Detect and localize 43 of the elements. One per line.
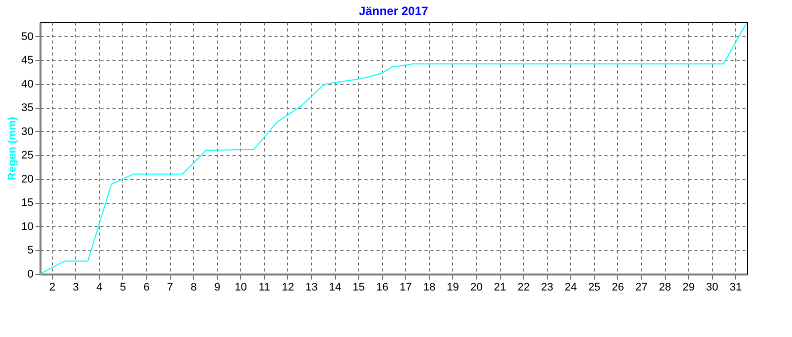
y-tick-label: 30 xyxy=(21,126,34,138)
x-tick-label: 22 xyxy=(517,282,530,294)
x-tick-label: 13 xyxy=(305,282,318,294)
y-tick-label: 35 xyxy=(21,102,34,114)
x-tick-label: 28 xyxy=(658,282,672,294)
y-axis-title: Regen (mm) xyxy=(6,116,18,180)
x-tick-label: 19 xyxy=(446,282,460,294)
x-tick-label: 8 xyxy=(190,282,197,294)
chart-title: Jänner 2017 xyxy=(358,4,429,18)
x-tick-label: 10 xyxy=(234,282,247,294)
x-tick-label: 5 xyxy=(120,282,126,294)
y-tick-label: 10 xyxy=(21,220,34,233)
y-tick-label: 5 xyxy=(27,244,34,257)
x-tick-label: 29 xyxy=(682,282,695,294)
x-tick-label: 21 xyxy=(494,282,506,294)
x-tick-label: 30 xyxy=(706,282,718,294)
x-tick-label: 6 xyxy=(143,282,150,294)
x-tick-label: 24 xyxy=(564,282,577,294)
x-tick-label: 3 xyxy=(72,282,79,294)
y-tick-label: 15 xyxy=(21,197,34,210)
y-tick-label: 20 xyxy=(21,173,34,186)
x-tick-label: 7 xyxy=(167,282,174,294)
y-tick-label: 40 xyxy=(21,78,34,90)
y-tick-label: 0 xyxy=(27,268,34,280)
x-tick-label: 31 xyxy=(730,282,742,294)
x-tick-label: 27 xyxy=(635,282,648,294)
x-tick-label: 15 xyxy=(352,282,365,294)
y-tick-label: 50 xyxy=(21,30,34,43)
y-tick-label: 45 xyxy=(21,54,34,67)
x-tick-label: 20 xyxy=(470,282,483,294)
x-tick-label: 23 xyxy=(541,282,554,294)
x-tick-label: 11 xyxy=(258,282,270,294)
x-tick-label: 4 xyxy=(96,282,102,294)
x-tick-label: 12 xyxy=(282,282,294,294)
x-tick-label: 16 xyxy=(376,282,388,294)
y-tick-label: 25 xyxy=(21,150,34,162)
x-tick-label: 17 xyxy=(400,282,412,294)
x-tick-label: 18 xyxy=(423,282,436,294)
x-tick-label: 9 xyxy=(214,282,220,294)
x-tick-label: 25 xyxy=(588,282,600,294)
x-tick-label: 14 xyxy=(328,282,342,294)
x-tick-label: 26 xyxy=(612,282,624,294)
x-tick-label: 2 xyxy=(49,282,56,294)
